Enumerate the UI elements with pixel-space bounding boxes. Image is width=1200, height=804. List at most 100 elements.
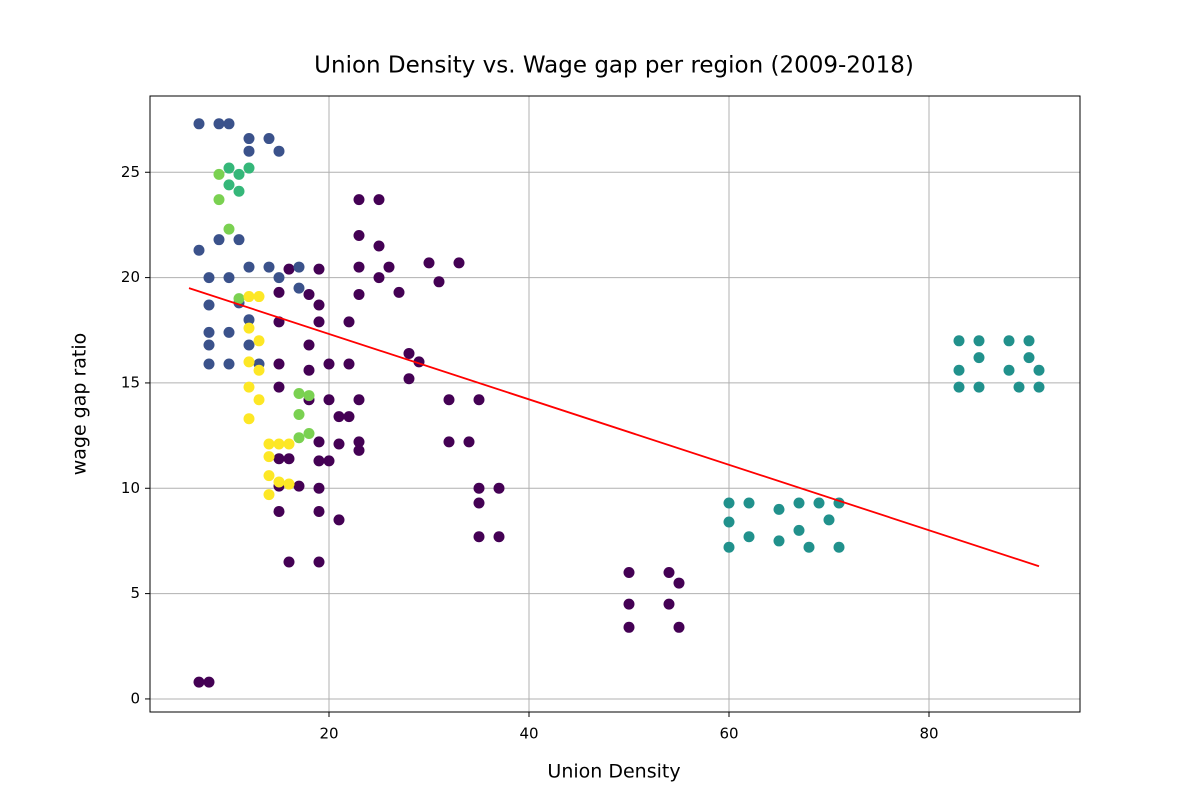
- point: [273, 453, 285, 465]
- point: [223, 358, 235, 370]
- point: [473, 394, 485, 406]
- point: [453, 257, 465, 269]
- point: [263, 133, 275, 145]
- point: [343, 358, 355, 370]
- point: [803, 541, 815, 553]
- point: [723, 497, 735, 509]
- y-tick-label: 15: [121, 373, 140, 391]
- point: [1023, 335, 1035, 347]
- point: [1013, 381, 1025, 393]
- point: [383, 261, 395, 273]
- point: [373, 272, 385, 284]
- point: [243, 291, 255, 303]
- point: [443, 436, 455, 448]
- point: [223, 179, 235, 191]
- point: [473, 482, 485, 494]
- point: [1033, 364, 1045, 376]
- point: [353, 444, 365, 456]
- x-tick-label: 80: [919, 725, 938, 743]
- point: [393, 286, 405, 298]
- point: [213, 194, 225, 206]
- point: [203, 326, 215, 338]
- point: [243, 413, 255, 425]
- point: [293, 432, 305, 444]
- point: [313, 455, 325, 467]
- point: [1003, 364, 1015, 376]
- point: [353, 394, 365, 406]
- point: [743, 497, 755, 509]
- point: [833, 541, 845, 553]
- point: [793, 524, 805, 536]
- point: [273, 438, 285, 450]
- point: [333, 411, 345, 423]
- point: [223, 118, 235, 130]
- point: [623, 567, 635, 579]
- point: [243, 162, 255, 174]
- point: [223, 223, 235, 235]
- point: [313, 436, 325, 448]
- point: [1023, 352, 1035, 364]
- y-tick-label: 0: [130, 689, 140, 707]
- point: [273, 381, 285, 393]
- point: [243, 339, 255, 351]
- point: [823, 514, 835, 526]
- point: [273, 272, 285, 284]
- point: [313, 263, 325, 275]
- point: [423, 257, 435, 269]
- point: [283, 453, 295, 465]
- point: [293, 409, 305, 421]
- point: [253, 364, 265, 376]
- point: [303, 364, 315, 376]
- y-tick-label: 10: [121, 479, 140, 497]
- point: [263, 261, 275, 273]
- point: [273, 505, 285, 517]
- point: [723, 541, 735, 553]
- point: [333, 514, 345, 526]
- point: [953, 364, 965, 376]
- point: [283, 263, 295, 275]
- point: [793, 497, 805, 509]
- point: [663, 598, 675, 610]
- point: [373, 194, 385, 206]
- point: [293, 480, 305, 492]
- chart-title: Union Density vs. Wage gap per region (2…: [314, 53, 914, 79]
- point: [193, 676, 205, 688]
- point: [323, 455, 335, 467]
- point: [283, 438, 295, 450]
- point: [773, 535, 785, 547]
- point: [293, 387, 305, 399]
- point: [493, 531, 505, 543]
- y-tick-label: 25: [121, 163, 140, 181]
- point: [953, 335, 965, 347]
- point: [433, 276, 445, 288]
- point: [403, 347, 415, 359]
- point: [233, 293, 245, 305]
- point: [493, 482, 505, 494]
- point: [473, 531, 485, 543]
- y-tick-label: 20: [121, 268, 140, 286]
- y-axis-label: wage gap ratio: [69, 333, 91, 476]
- x-tick-label: 20: [319, 725, 338, 743]
- point: [223, 162, 235, 174]
- point: [743, 531, 755, 543]
- point: [353, 436, 365, 448]
- point: [313, 482, 325, 494]
- point: [813, 497, 825, 509]
- point: [243, 356, 255, 368]
- point: [203, 299, 215, 311]
- point: [303, 339, 315, 351]
- x-tick-label: 40: [519, 725, 538, 743]
- point: [353, 261, 365, 273]
- point: [323, 394, 335, 406]
- point: [353, 194, 365, 206]
- point: [953, 381, 965, 393]
- x-axis-label: Union Density: [547, 761, 680, 783]
- point: [253, 335, 265, 347]
- point: [283, 478, 295, 490]
- point: [203, 272, 215, 284]
- point: [1033, 381, 1045, 393]
- point: [293, 282, 305, 294]
- point: [263, 470, 275, 482]
- point: [723, 516, 735, 528]
